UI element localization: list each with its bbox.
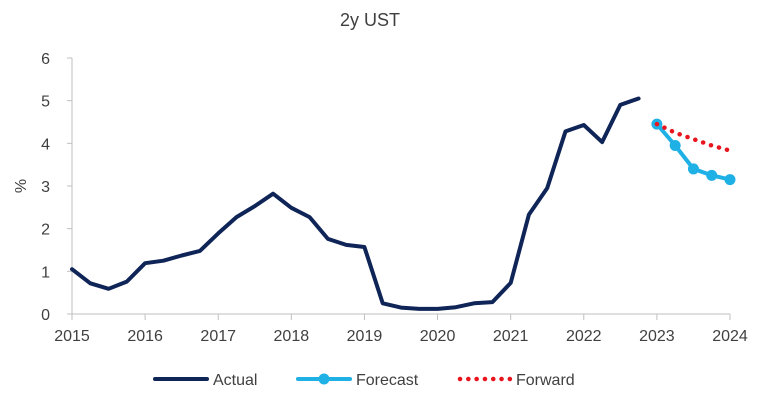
- data-point-forecast: [669, 139, 681, 151]
- x-tick-label: 2016: [127, 328, 163, 345]
- legend-label-forecast: Forecast: [356, 372, 419, 389]
- series-line-forward: [654, 121, 733, 153]
- legend-label-actual: Actual: [213, 372, 257, 389]
- x-tick-label: 2018: [274, 328, 310, 345]
- y-tick-label: 0: [41, 307, 50, 324]
- y-tick-label: 2: [41, 222, 50, 239]
- y-tick-label: 4: [41, 136, 50, 153]
- x-tick-label: 2015: [54, 328, 90, 345]
- axes: [67, 57, 731, 320]
- y-axis-label: %: [13, 179, 30, 193]
- legend-marker-forecast: [318, 373, 330, 385]
- x-tick-label: 2017: [200, 328, 236, 345]
- legend: Actual Forecast Forward: [153, 372, 575, 389]
- chart-title: 2y UST: [340, 10, 400, 30]
- x-tick-labels: 2015 2016 2017 2018 2019 2020 2021 2022 2023 2024: [54, 328, 748, 345]
- data-point-forecast: [706, 169, 718, 181]
- x-tick-label: 2024: [712, 328, 748, 345]
- legend-label-forward: Forward: [516, 372, 575, 389]
- series-line-actual: [70, 96, 641, 311]
- y-tick-labels: 0 1 2 3 4 5 6: [41, 51, 50, 324]
- x-tick-label: 2020: [420, 328, 456, 345]
- series-layer: [70, 96, 736, 311]
- x-tick-label: 2019: [347, 328, 383, 345]
- data-point-forecast: [724, 174, 736, 186]
- data-point-forecast: [687, 163, 699, 175]
- y-tick-label: 6: [41, 51, 50, 68]
- x-tick-label: 2022: [566, 328, 602, 345]
- y-tick-label: 3: [41, 179, 50, 196]
- y-tick-label: 5: [41, 94, 50, 111]
- y-tick-label: 1: [41, 264, 50, 281]
- x-tick-label: 2021: [493, 328, 529, 345]
- x-tick-label: 2023: [639, 328, 675, 345]
